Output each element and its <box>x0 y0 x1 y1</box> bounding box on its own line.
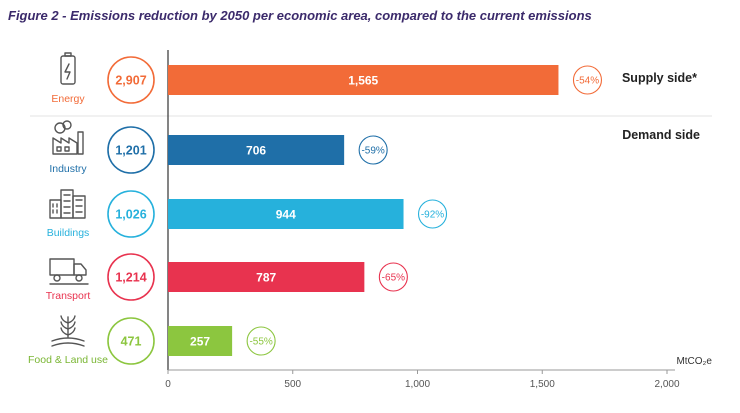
reduction-percent: -92% <box>421 210 444 221</box>
bar-value-label: 1,565 <box>348 74 378 88</box>
category-row: Food & Land use 471 257 -55% <box>28 315 276 366</box>
category-row: Transport 1,214 787 -65% <box>46 253 408 302</box>
current-emissions-circle <box>107 253 155 301</box>
bar-value-label: 944 <box>276 208 296 222</box>
category-label: Energy <box>51 93 85 105</box>
x-tick-label: 1,000 <box>405 379 430 390</box>
x-axis-unit: MtCO₂e <box>676 356 712 367</box>
bar-value-label: 257 <box>190 335 210 349</box>
reduction-circle <box>246 326 276 356</box>
current-emissions-circle <box>107 126 155 174</box>
x-tick-label: 500 <box>284 379 301 390</box>
x-tick-label: 2,000 <box>654 379 679 390</box>
reduction-percent: -59% <box>361 146 384 157</box>
factory-icon <box>52 120 84 155</box>
current-emissions-value: 2,907 <box>115 74 146 88</box>
category-label: Buildings <box>47 227 90 239</box>
category-row: Energy 2,907 1,565 -54% <box>51 52 603 105</box>
buildings-icon <box>49 189 86 219</box>
bar-value-label: 787 <box>256 271 276 285</box>
x-tick-label: 1,500 <box>530 379 555 390</box>
reduction-percent: -55% <box>249 337 272 348</box>
bar <box>168 262 365 292</box>
bar <box>168 135 345 165</box>
reduction-circle <box>572 65 603 95</box>
bar-value-label: 706 <box>246 144 266 158</box>
reduction-circle <box>417 199 448 229</box>
truck-icon <box>49 258 89 285</box>
category-label: Industry <box>49 163 87 175</box>
category-label: Transport <box>46 290 91 302</box>
bar <box>168 326 233 356</box>
battery-icon <box>60 52 76 85</box>
reduction-circle <box>358 135 388 165</box>
plant-icon <box>51 315 85 347</box>
x-tick-label: 0 <box>165 379 171 390</box>
reduction-percent: -65% <box>382 273 405 284</box>
category-row: Industry 1,201 706 -59% <box>49 120 388 175</box>
category-row: Buildings 1,026 944 -92% <box>47 189 448 239</box>
chart-title: Figure 2 - Emissions reduction by 2050 p… <box>8 8 592 23</box>
current-emissions-circle <box>107 317 155 365</box>
group-label: Supply side* <box>622 71 697 85</box>
current-emissions-circle <box>107 56 155 104</box>
current-emissions-value: 1,026 <box>115 208 146 222</box>
current-emissions-value: 1,214 <box>115 271 146 285</box>
reduction-percent: -54% <box>576 76 599 87</box>
group-label: Demand side <box>622 128 700 142</box>
reduction-circle <box>378 262 408 292</box>
category-label: Food & Land use <box>28 354 108 366</box>
bar <box>168 199 404 229</box>
current-emissions-circle <box>107 190 155 238</box>
current-emissions-value: 1,201 <box>115 144 146 158</box>
bar <box>168 65 559 95</box>
current-emissions-value: 471 <box>121 335 142 349</box>
